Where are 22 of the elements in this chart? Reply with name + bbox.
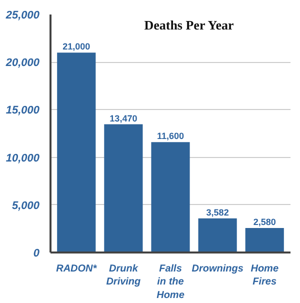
bar (151, 142, 190, 252)
y-tick-label: 25,000 (4, 10, 40, 22)
y-tick-label: 10,000 (6, 152, 40, 164)
bar (198, 218, 237, 252)
bar (104, 124, 143, 252)
data-label: 3,582 (206, 207, 229, 218)
y-tick-label: 0 (33, 248, 40, 260)
x-tick-label: Drunk Driving (106, 264, 141, 288)
x-tick-label: Falls in the Home (156, 264, 185, 301)
data-label: 11,600 (156, 131, 184, 142)
x-tick-label: Home Fires (250, 264, 279, 288)
data-label: 21,000 (62, 42, 90, 52)
y-tick-label: 5,000 (12, 200, 40, 212)
y-tick-label: 15,000 (6, 104, 40, 117)
x-tick-label: RADON* (56, 264, 98, 274)
bar (245, 228, 284, 252)
bar (57, 52, 96, 252)
data-label: 2,580 (253, 216, 276, 227)
x-tick-label: Drownings (192, 264, 244, 274)
chart-title: Deaths Per Year (144, 18, 234, 32)
data-label: 13,470 (110, 113, 138, 124)
y-tick-label: 20,000 (4, 57, 40, 70)
